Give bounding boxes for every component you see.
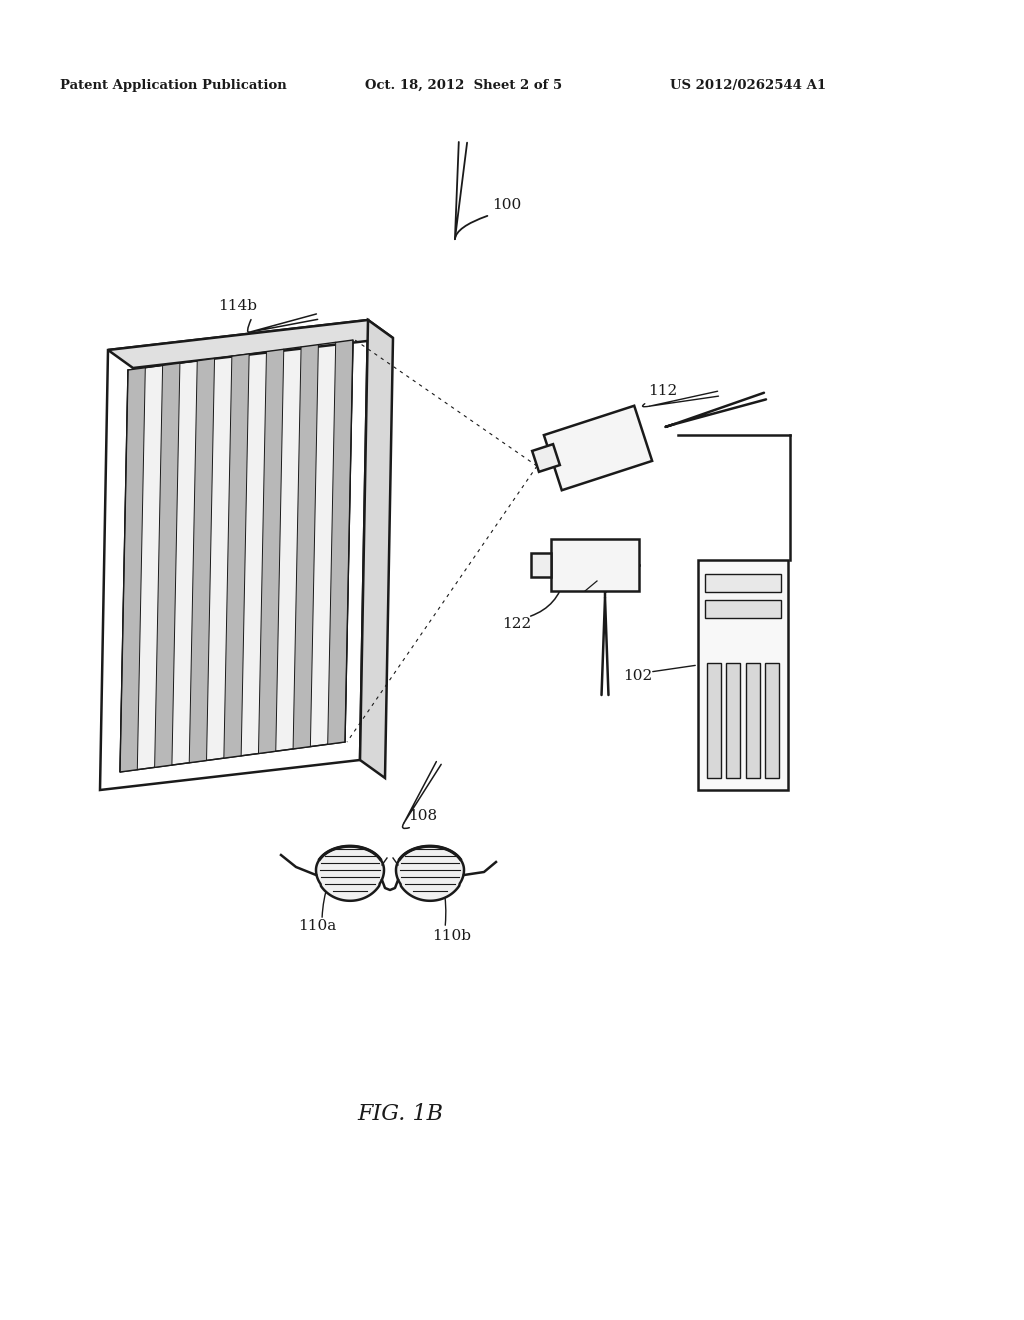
Polygon shape	[258, 350, 284, 754]
Polygon shape	[396, 846, 464, 900]
Text: 100: 100	[492, 198, 521, 213]
Text: US 2012/0262544 A1: US 2012/0262544 A1	[670, 78, 826, 91]
Bar	[726, 663, 740, 777]
Text: 122: 122	[502, 616, 531, 631]
Polygon shape	[544, 405, 652, 490]
Bar	[705, 601, 781, 618]
Text: 114b: 114b	[218, 300, 257, 313]
Bar	[551, 539, 639, 591]
Text: FIG. 1B: FIG. 1B	[357, 1104, 443, 1125]
Polygon shape	[316, 846, 384, 900]
Text: 102: 102	[623, 669, 652, 682]
Text: Patent Application Publication: Patent Application Publication	[60, 78, 287, 91]
Bar	[765, 663, 779, 777]
Polygon shape	[108, 319, 393, 368]
Bar	[531, 553, 551, 577]
Polygon shape	[328, 341, 353, 744]
Polygon shape	[120, 341, 353, 772]
Bar	[705, 574, 781, 591]
Bar	[745, 663, 760, 777]
Polygon shape	[532, 444, 560, 471]
Text: 110a: 110a	[298, 919, 336, 933]
Polygon shape	[189, 359, 215, 763]
Text: 110b: 110b	[432, 929, 471, 942]
Bar	[698, 560, 788, 789]
Text: 114: 114	[310, 519, 339, 533]
Text: 108: 108	[408, 809, 437, 822]
Polygon shape	[224, 354, 249, 758]
Polygon shape	[293, 345, 318, 748]
Polygon shape	[120, 368, 145, 772]
Bar	[707, 663, 721, 777]
Text: 112: 112	[648, 384, 677, 399]
Polygon shape	[155, 363, 180, 767]
Polygon shape	[360, 319, 393, 777]
Text: Oct. 18, 2012  Sheet 2 of 5: Oct. 18, 2012 Sheet 2 of 5	[365, 78, 562, 91]
